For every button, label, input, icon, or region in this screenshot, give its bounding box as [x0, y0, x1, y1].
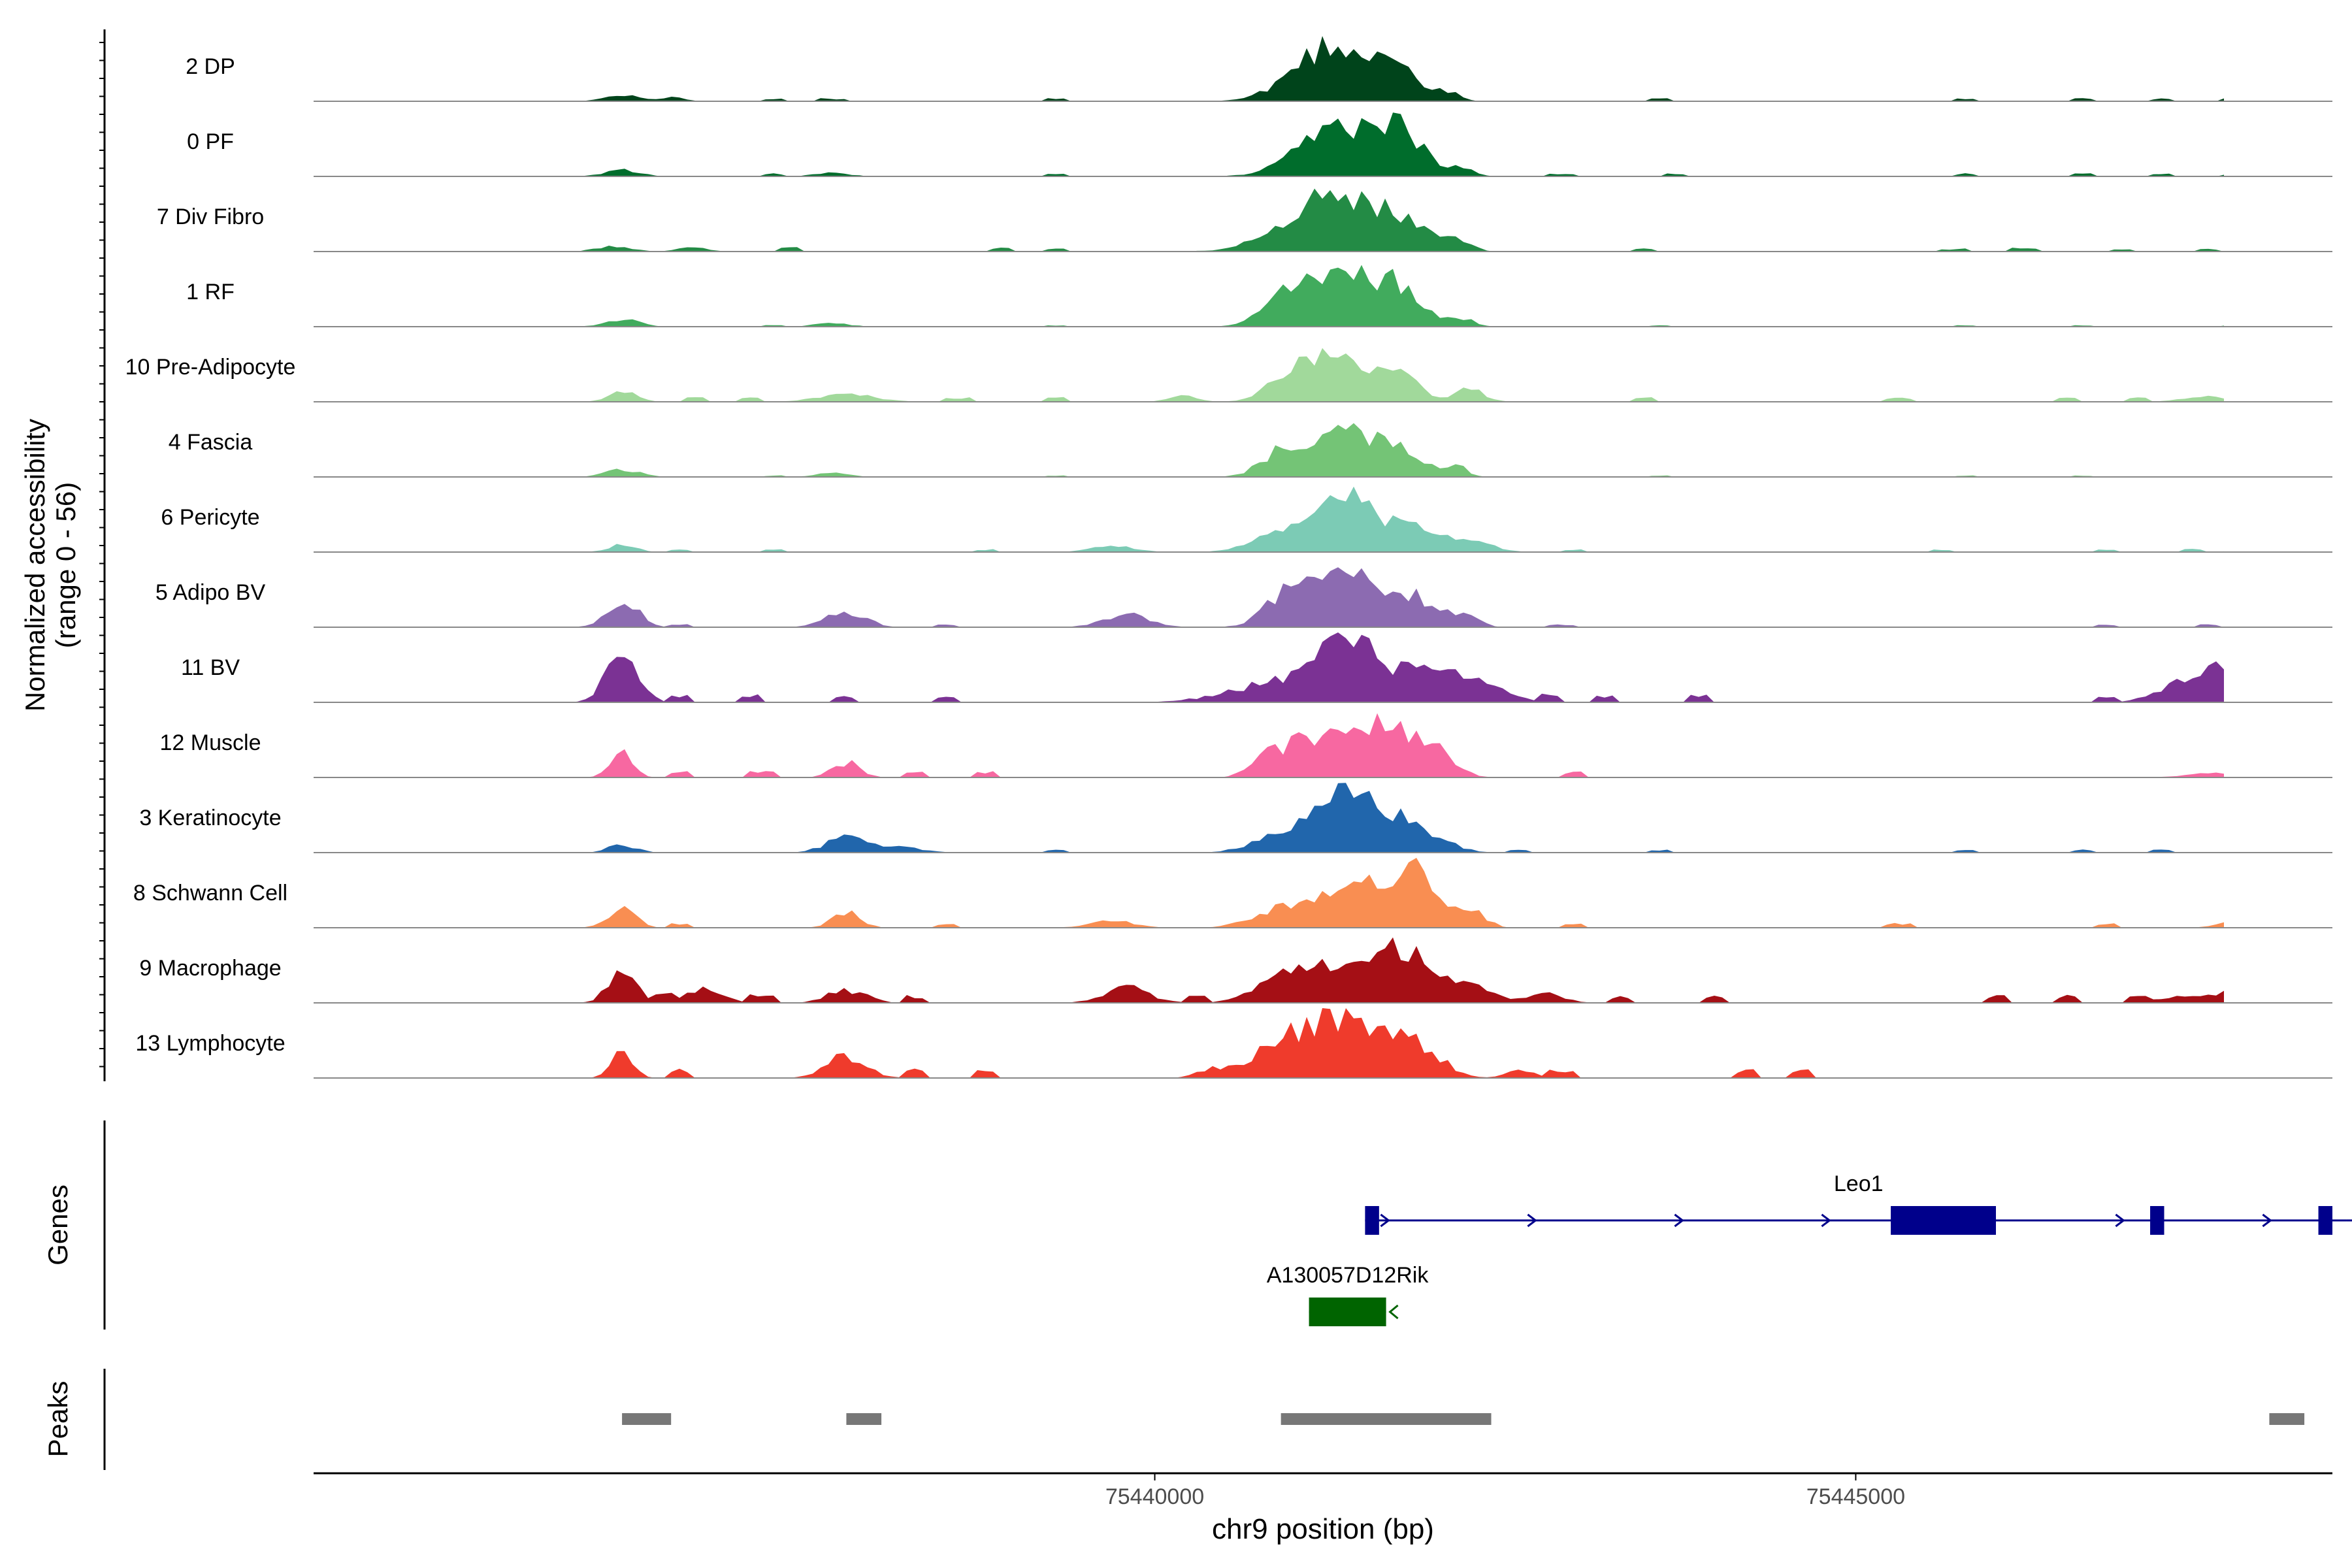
- accessibility-tracks: 2 DP 0 PF 7 Div Fibro 1 RF 10 Pre-Adipocyte 4…: [125, 36, 2332, 1079]
- gene-model: A130057D12Rik: [1267, 1263, 1429, 1326]
- track: 1 RF: [186, 265, 2332, 327]
- x-tick-label: 75440000: [1105, 1484, 1204, 1509]
- track: 8 Schwann Cell: [133, 858, 2332, 928]
- track-coverage-area: [405, 632, 2224, 702]
- strand-arrow-icon: [1527, 1213, 1537, 1228]
- gene-exon: [2318, 1206, 2332, 1235]
- peak-region: [2269, 1413, 2305, 1425]
- track-coverage-area: [405, 265, 2224, 327]
- track-label: 9 Macrophage: [139, 956, 281, 981]
- gene-exon: [1365, 1206, 1379, 1235]
- track: 10 Pre-Adipocyte: [125, 348, 2332, 402]
- gene-exon: [1891, 1206, 1996, 1235]
- y-axis-range-label: (range 0 - 56): [50, 482, 81, 648]
- track: 6 Pericyte: [161, 486, 2332, 553]
- track-label: 1 RF: [186, 280, 235, 304]
- peaks-panel: [622, 1413, 2305, 1425]
- strand-arrow-icon: [2262, 1213, 2272, 1228]
- track: 4 Fascia: [169, 423, 2332, 478]
- peak-region: [846, 1413, 882, 1425]
- genes-panel-label: Genes: [42, 1184, 73, 1266]
- peaks-panel-label: Peaks: [42, 1381, 73, 1458]
- track-coverage-area: [405, 486, 2224, 552]
- track-label: 7 Div Fibro: [157, 204, 264, 229]
- track-label: 8 Schwann Cell: [133, 881, 287, 906]
- track-label: 4 Fascia: [169, 430, 253, 455]
- track: 0 PF: [187, 112, 2332, 177]
- gene-label: A130057D12Rik: [1267, 1263, 1429, 1288]
- genes-panel: Leo1 A130057D12Rik: [1267, 1171, 2352, 1326]
- track: 13 Lymphocyte: [135, 1008, 2332, 1079]
- track: 9 Macrophage: [139, 937, 2332, 1004]
- x-axis: 75440000 75445000: [314, 1472, 2332, 1509]
- track-coverage-area: [405, 1008, 2224, 1078]
- track-coverage-area: [405, 348, 2224, 402]
- strand-arrow-icon: [1821, 1213, 1831, 1228]
- gene-exon: [1309, 1298, 1386, 1326]
- track-coverage-area: [405, 713, 2224, 777]
- track-coverage-area: [405, 36, 2224, 101]
- coverage-y-axis: [99, 29, 106, 1081]
- track-coverage-area: [405, 937, 2224, 1003]
- track: 3 Keratinocyte: [139, 783, 2332, 853]
- track-label: 3 Keratinocyte: [139, 806, 281, 830]
- x-axis-label: chr9 position (bp): [1212, 1513, 1434, 1545]
- track-coverage-area: [405, 112, 2224, 176]
- peak-region: [1281, 1413, 1492, 1425]
- x-tick-label: 75445000: [1806, 1484, 1905, 1509]
- track: 2 DP: [186, 36, 2332, 102]
- track-label: 11 BV: [181, 655, 240, 680]
- track: 11 BV: [181, 632, 2332, 703]
- track-label: 13 Lymphocyte: [135, 1031, 285, 1056]
- strand-arrow-icon: [1674, 1213, 1684, 1228]
- track-coverage-area: [405, 567, 2224, 627]
- track: 5 Adipo BV: [155, 567, 2332, 628]
- track-coverage-area: [405, 858, 2224, 928]
- track-coverage-area: [405, 783, 2224, 853]
- track-coverage-area: [405, 188, 2224, 252]
- track-label: 2 DP: [186, 54, 235, 79]
- track-label: 10 Pre-Adipocyte: [125, 355, 296, 380]
- track: 12 Muscle: [160, 713, 2332, 778]
- strand-arrow-icon: [1380, 1213, 1390, 1228]
- track-label: 6 Pericyte: [161, 505, 259, 530]
- track-label: 0 PF: [187, 129, 234, 154]
- peak-region: [622, 1413, 672, 1425]
- strand-arrow-icon: [1388, 1304, 1399, 1320]
- track-coverage-area: [405, 423, 2224, 477]
- track: 7 Div Fibro: [157, 188, 2332, 252]
- strand-arrow-icon: [2115, 1213, 2125, 1228]
- gene-model: Leo1: [1365, 1171, 2352, 1235]
- track-label: 5 Adipo BV: [155, 580, 266, 605]
- track-label: 12 Muscle: [160, 730, 261, 755]
- gene-exon: [2150, 1206, 2164, 1235]
- y-axis-label: Normalized accessibility: [20, 419, 50, 711]
- gene-label: Leo1: [1834, 1171, 1884, 1196]
